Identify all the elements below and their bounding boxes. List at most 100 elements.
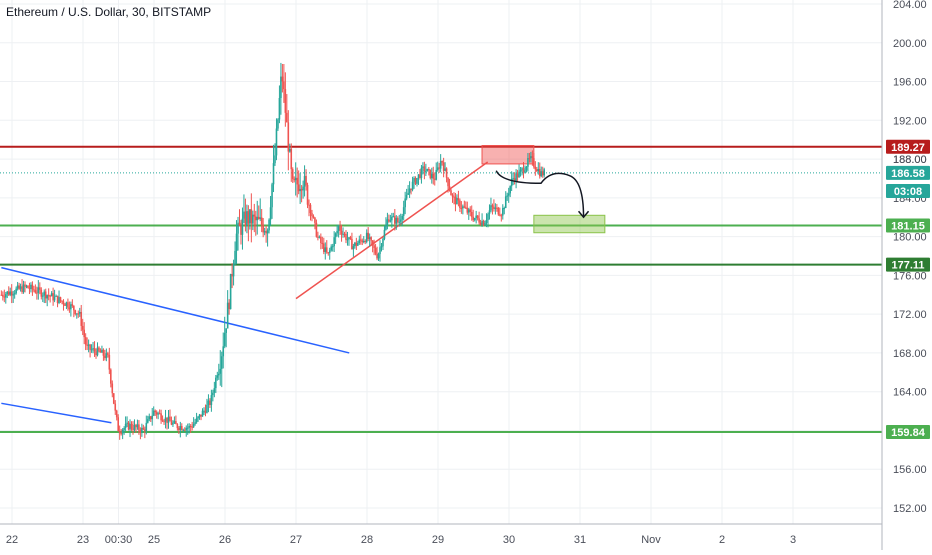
candle-body — [401, 215, 404, 220]
candle-body — [398, 221, 401, 223]
candle-body — [358, 239, 361, 243]
candle-body — [160, 413, 162, 421]
candle-body — [349, 237, 352, 239]
candle-body — [73, 305, 75, 311]
price-tag-label: 186.58 — [891, 168, 925, 180]
candle-body — [476, 215, 479, 219]
candle-body — [126, 422, 128, 424]
candle-body — [186, 427, 189, 429]
candle-body — [81, 325, 84, 330]
candle-body — [46, 295, 49, 299]
candle-body — [389, 220, 392, 222]
candle-body — [507, 193, 510, 196]
candle-body — [527, 158, 529, 167]
candle-body — [467, 209, 470, 213]
candle-body — [229, 274, 232, 310]
candle-body — [213, 388, 216, 393]
candle-body — [151, 415, 154, 420]
candle-body — [207, 400, 210, 405]
candle-body — [333, 237, 335, 247]
candle-body — [114, 403, 117, 411]
candle-body — [308, 204, 310, 206]
candle-body — [145, 422, 148, 431]
y-tick-label: 196.00 — [893, 77, 927, 89]
candle-body — [323, 243, 325, 252]
candle-body — [154, 410, 156, 413]
projection-arrowhead — [577, 210, 590, 219]
candle-body — [530, 156, 532, 159]
candle-body — [183, 429, 186, 431]
candle-body — [44, 291, 47, 299]
trendline — [1, 402, 112, 424]
candle-body — [337, 226, 340, 231]
candle-body — [287, 122, 290, 152]
candle-body — [34, 290, 37, 293]
candle-body — [445, 168, 448, 178]
candle-body — [280, 76, 282, 99]
candle-body — [327, 252, 330, 254]
y-tick-label: 164.00 — [893, 387, 927, 399]
candle-body — [198, 414, 201, 417]
trendline — [1, 266, 350, 354]
candle-body — [53, 296, 56, 301]
candle-body — [388, 219, 390, 222]
candle-body — [58, 297, 60, 303]
candle-body — [432, 173, 435, 179]
candle-body — [22, 284, 25, 292]
candle-body — [408, 188, 411, 193]
candle-body — [513, 178, 516, 182]
candle-body — [192, 423, 195, 428]
candle-body — [206, 404, 208, 413]
price-tag-box — [886, 139, 930, 154]
candle-body — [541, 171, 544, 176]
price-tag-box — [886, 165, 930, 180]
candle-body — [315, 222, 318, 237]
candle-body — [149, 416, 152, 420]
candle-body — [340, 230, 343, 235]
candle-body — [352, 246, 355, 250]
candle-body — [12, 294, 14, 296]
candle-body — [365, 232, 368, 242]
candles — [0, 62, 546, 440]
candle-body — [108, 354, 111, 370]
candle-body — [90, 349, 93, 351]
candle-body — [534, 166, 537, 170]
candle-body — [342, 233, 344, 235]
candle-body — [215, 377, 217, 389]
candle-body — [515, 173, 517, 182]
candle-body — [142, 427, 145, 430]
candle-body — [77, 313, 80, 315]
candle-body — [133, 424, 136, 430]
candle-body — [74, 310, 77, 315]
y-tick-label: 204.00 — [893, 0, 927, 11]
price-tag-label: 188.00 — [893, 154, 927, 166]
candle-body — [10, 291, 13, 296]
x-tick-label: 28 — [361, 534, 373, 546]
time-axis[interactable]: 22 23 00:30 25 26 27 28 29 30 31 Nov 2 3 — [0, 523, 882, 546]
candle-body — [504, 196, 507, 209]
candle-body — [537, 169, 540, 172]
candle-body — [490, 205, 492, 211]
candle-body — [249, 209, 251, 224]
candle-body — [396, 218, 399, 222]
candle-body — [503, 208, 506, 210]
candle-body — [136, 424, 139, 428]
candle-body — [331, 246, 334, 248]
candle-body — [314, 217, 316, 223]
candle-body — [146, 419, 149, 423]
x-tick-label: 27 — [290, 534, 302, 546]
candle-body — [450, 190, 452, 196]
candle-body — [228, 302, 230, 310]
candle-body — [540, 171, 543, 177]
candle-body — [13, 293, 16, 295]
candle-body — [52, 293, 54, 301]
candle-body — [370, 237, 372, 241]
candle-body — [500, 215, 503, 217]
candle-body — [288, 148, 291, 152]
candle-body — [118, 431, 121, 434]
candle-body — [385, 224, 387, 230]
price-axis[interactable]: 152.00156.00160.00164.00168.00172.00176.… — [881, 0, 927, 550]
